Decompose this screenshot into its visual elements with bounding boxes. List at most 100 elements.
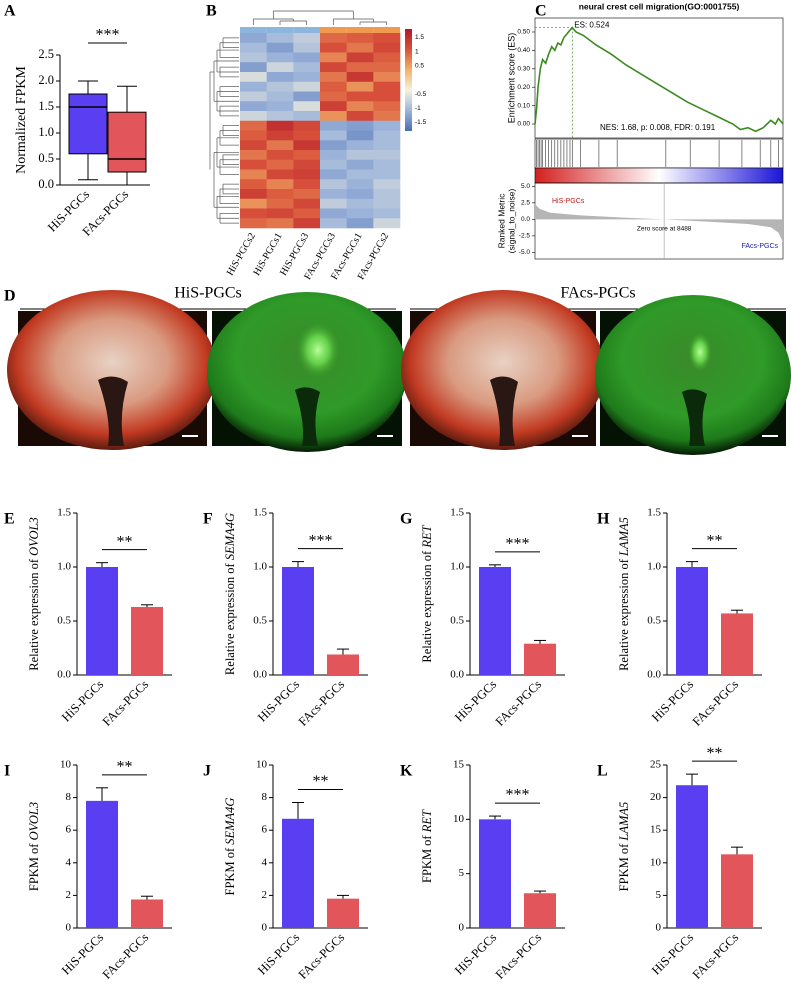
heatmap-cell [320,33,347,44]
column-annotation [373,27,400,33]
es-label: ES: 0.524 [574,21,610,30]
heatmap-cell [346,179,374,190]
heatmap-cell [240,81,267,92]
heatmap-cell [240,91,267,102]
significance: *** [506,787,530,804]
x-tick-label: HiS-PGCs [59,677,106,724]
heatmap-cell [320,42,347,53]
heatmap-cell [266,130,294,141]
y-axis-label: Enrichment score (ES) [506,33,516,124]
y-tick-label: 4 [66,856,72,868]
es-line [534,26,784,133]
heatmap-cell [266,159,294,170]
panel-label: B [206,3,217,20]
heatmap-cell [320,140,347,151]
y-tick-label: 0.0 [57,669,71,681]
y-tick-label: 4 [262,856,268,868]
heatmap-cell [266,91,294,102]
y-tick-label: 1.0 [38,125,54,139]
x-tick-label: HiS-PGCs [255,930,302,977]
box [68,93,108,155]
y-axis-label: FPKM of SEMA4G [223,798,237,896]
heatmap-cell [293,33,321,44]
column-annotation [266,27,294,33]
heatmap-cell [373,111,401,122]
heatmap-cell [320,189,347,200]
heatmap-cell [293,208,321,219]
y-tick-label: 0.10 [517,102,530,109]
bar [86,800,118,928]
bar [131,899,163,928]
y-tick-label: 0.5 [57,615,71,627]
heatmap-cell [320,81,347,92]
y-tick-label: 15 [453,759,465,771]
panel-label: A [4,3,16,20]
heatmap-cell [320,52,347,63]
bar [676,785,708,928]
heatmap-cell [346,198,374,209]
heatmap-cell [266,169,294,180]
y-axis-label: Ranked Metric [496,193,506,249]
heatmap-cell [293,198,321,209]
panel-label: E [4,511,15,528]
heatmap-cell [293,140,321,151]
heatmap-cell [320,72,347,83]
heatmap-cell [373,42,401,53]
y-axis-label-text: FPKM of [27,840,41,891]
heatmap-cell [240,33,267,44]
heatmap-cell [293,179,321,190]
heatmap-cell [240,120,267,131]
heatmap-cell [373,33,401,44]
heatmap-cell [266,81,294,92]
bar [524,893,556,928]
heatmap-cell [373,198,401,209]
heatmap-cell [266,33,294,44]
heatmap-cell [293,62,321,73]
y-tick-label: 25 [650,759,662,771]
significance: *** [309,532,333,549]
y-tick-label: 0.50 [517,29,530,36]
panel-label: H [597,511,610,528]
y-tick-label: 0 [656,922,662,934]
box [107,111,147,173]
y-tick-label: 6 [262,824,268,836]
heatmap-cell [346,91,374,102]
panel-label: I [4,763,10,780]
heatmap-cell [266,120,294,131]
heatmap-cell [346,208,374,219]
y-tick-label: 0.5 [450,615,464,627]
y-axis-label: FPKM of LAMA5 [617,802,631,892]
heatmap-cell [373,130,401,141]
y-axis-label-gene: OVOL3 [27,517,41,556]
bar [86,567,118,675]
significance: ** [117,758,133,775]
heatmap-cell [266,208,294,219]
x-tick-label: HiS-PGCs [452,930,499,977]
y-tick-label: 0.5 [38,151,54,165]
y-tick-label: 1.5 [38,99,54,113]
column-annotation [320,27,347,33]
heatmap-cell [373,81,401,92]
y-tick-label: 8 [66,791,72,803]
y-tick-label: 10 [60,759,72,771]
panel-label: J [203,763,211,780]
heatmap-cell [293,150,321,161]
heatmap-cell [240,169,267,180]
colorbar-tick-label: -1.5 [415,119,427,126]
y-tick-label: 0 [262,922,268,934]
bar [479,567,511,675]
significance: *** [506,536,530,553]
x-tick-label: HiS-PGCs [59,930,106,977]
column-annotation [346,27,374,33]
y-tick-label: 0.0 [647,669,661,681]
heatmap-cell [266,198,294,209]
x-tick-label: FAcs-PGCs [690,930,742,982]
heatmap-cell [320,179,347,190]
y-tick-label: 0.30 [517,66,530,73]
y-tick-label: 5 [656,889,662,901]
heatmap-cell [266,140,294,151]
y-axis-label-gene: RET [420,809,434,833]
heatmap-cell [346,189,374,200]
heatmap-cell [346,130,374,141]
heatmap-cell [346,159,374,170]
